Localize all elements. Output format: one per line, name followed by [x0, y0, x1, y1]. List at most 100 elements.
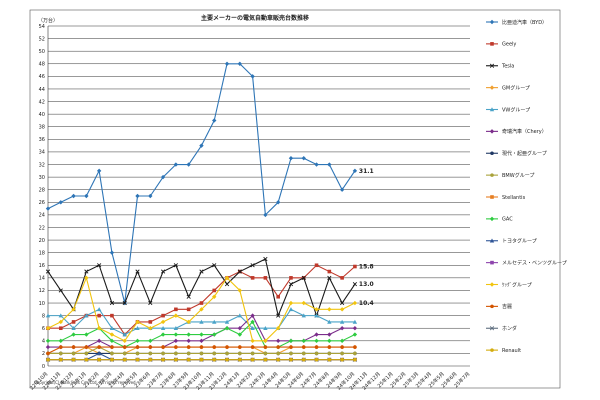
legend-label: Renault: [502, 348, 521, 354]
data-point: [288, 300, 294, 306]
legend-label: ホンダ: [502, 325, 517, 332]
series-12: [45, 275, 358, 344]
y-tick-label: 6: [42, 326, 45, 332]
y-tick-label: 46: [39, 74, 45, 80]
data-point: [173, 263, 178, 268]
series-13: [46, 345, 357, 356]
data-point: [160, 326, 166, 331]
data-point: [327, 345, 332, 349]
data-point: [122, 345, 127, 349]
y-tick-label: 8: [42, 313, 45, 319]
data-point: [340, 345, 344, 349]
data-point: [97, 357, 101, 362]
data-point: [199, 319, 204, 324]
data-point: [173, 338, 179, 344]
data-point: [58, 313, 63, 318]
data-point: [122, 338, 127, 344]
data-point: [97, 313, 101, 318]
legend-label: メルセデス・ベンツグループ: [502, 259, 567, 266]
data-point: [352, 282, 358, 287]
data-point: [352, 168, 358, 174]
data-point: [353, 357, 357, 362]
data-point: [490, 42, 494, 46]
data-point: [109, 338, 115, 344]
legend-label: GAC: [502, 217, 513, 223]
data-point: [84, 275, 89, 281]
data-point: [84, 313, 89, 318]
data-point: [288, 307, 294, 312]
data-point: [84, 193, 89, 199]
data-point: [212, 319, 217, 324]
data-point: [160, 174, 166, 180]
data-point: [58, 326, 63, 331]
copyright-text: Copyright(C) Marklines Co., Ltd. All rig…: [34, 380, 137, 385]
data-point: [212, 294, 217, 299]
data-point: [314, 351, 319, 356]
data-point: [199, 143, 204, 148]
data-point: [122, 300, 127, 306]
legend-item: 現代・起亜グループ: [486, 150, 547, 157]
data-point: [46, 351, 50, 356]
data-point: [301, 351, 306, 356]
data-point: [199, 345, 204, 349]
y-axis-ticks: 0246810121416182022242628303234363840424…: [39, 24, 45, 370]
data-point: [224, 326, 230, 331]
y-tick-label: 10: [39, 301, 45, 307]
data-point: [58, 351, 63, 356]
data-point: [135, 193, 140, 199]
data-point: [212, 357, 217, 362]
data-point: [288, 338, 294, 344]
data-point: [301, 345, 306, 349]
data-point: [301, 313, 306, 318]
legend-item: ホンダ: [486, 325, 517, 332]
data-point: [45, 344, 51, 350]
legend-item: ｹｯｸﾞグループ: [486, 281, 532, 288]
legend: 比亜迪汽車（BYD） Geely Tesla GMグループ VWグループ奇瑞汽車（Che…: [486, 19, 567, 354]
data-point: [174, 307, 178, 312]
data-point: [489, 63, 495, 68]
data-point: [275, 326, 281, 331]
y-tick-label: 4: [42, 339, 45, 345]
data-point: [173, 326, 179, 331]
data-point: [489, 129, 495, 134]
data-point: [276, 313, 281, 318]
data-point: [160, 332, 166, 337]
data-point: [135, 351, 140, 356]
data-point: [353, 264, 357, 269]
data-point: [160, 319, 166, 325]
legend-label: Tesla: [501, 64, 514, 70]
y-tick-label: 12: [39, 288, 45, 294]
data-point: [135, 319, 140, 325]
data-point: [490, 304, 494, 309]
data-point: [186, 345, 191, 349]
legend-label: 比亜迪汽車（BYD）: [502, 19, 547, 26]
legend-label: 奇瑞汽車（Chery）: [502, 128, 547, 135]
data-point: [58, 338, 63, 344]
data-point: [199, 307, 204, 312]
data-point: [225, 345, 229, 349]
legend-item: 比亜迪汽車（BYD）: [486, 19, 547, 26]
data-label: 13.0: [359, 281, 374, 288]
data-point: [314, 313, 319, 318]
legend-item: 奇瑞汽車（Chery）: [486, 128, 547, 135]
legend-item: VWグループ: [486, 106, 530, 113]
data-point: [263, 212, 268, 218]
series-0: [45, 61, 358, 306]
y-tick-label: 50: [39, 49, 45, 55]
data-point: [490, 151, 494, 156]
data-point: [148, 300, 153, 306]
data-point: [489, 216, 495, 222]
data-point: [186, 319, 191, 325]
data-point: [186, 162, 191, 167]
data-point: [58, 345, 63, 349]
data-point: [199, 338, 204, 344]
data-point: [96, 351, 102, 356]
data-point: [212, 118, 217, 123]
data-point: [199, 351, 204, 356]
data-point: [250, 263, 255, 268]
data-point: [276, 294, 280, 299]
data-point: [110, 345, 114, 349]
data-point: [71, 307, 76, 312]
data-point: [340, 300, 345, 306]
